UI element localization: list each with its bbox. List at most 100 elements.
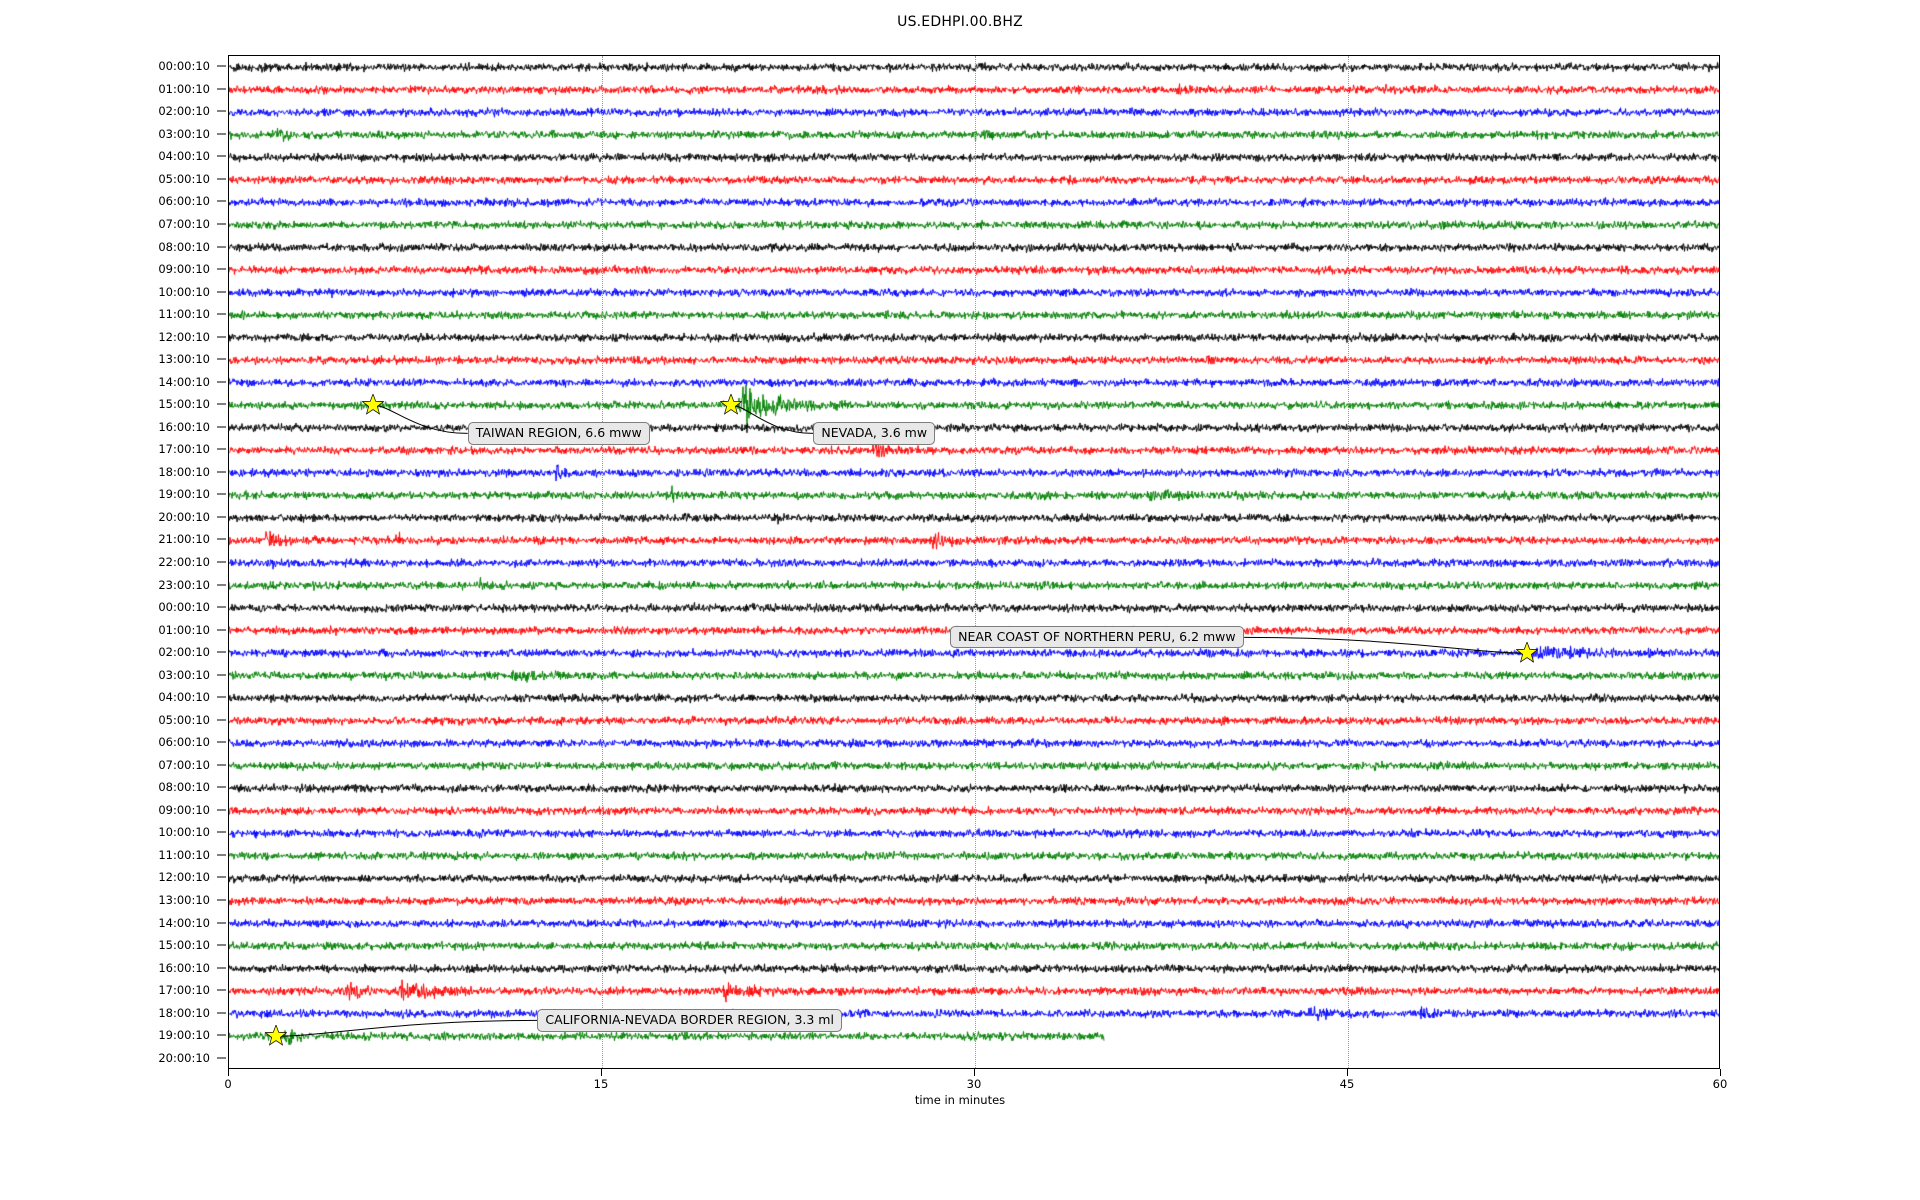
y-axis-tick: [217, 313, 226, 315]
y-axis-tick: [217, 719, 226, 721]
y-axis-tick: [217, 133, 226, 135]
y-axis-tick: [217, 471, 226, 473]
y-axis-tick-label: 01:00:10: [158, 81, 210, 96]
y-axis-tick-label: 20:00:10: [158, 509, 210, 524]
gridline: [975, 56, 976, 1068]
y-axis-tick-label: 02:00:10: [158, 104, 210, 119]
y-axis-tick-label: 15:00:10: [158, 397, 210, 412]
y-axis-tick: [217, 403, 226, 405]
y-axis-tick-label: 21:00:10: [158, 532, 210, 547]
y-axis-tick-label: 01:00:10: [158, 622, 210, 637]
y-axis-tick-label: 09:00:10: [158, 802, 210, 817]
y-axis-tick: [217, 989, 226, 991]
y-axis-tick-label: 06:00:10: [158, 735, 210, 750]
y-axis-tick-label: 20:00:10: [158, 1050, 210, 1065]
event-star-icon: [1515, 641, 1539, 664]
y-axis-tick-label: 13:00:10: [158, 352, 210, 367]
event-star-icon: [361, 393, 385, 416]
y-axis-tick-label: 09:00:10: [158, 262, 210, 277]
y-axis-tick-label: 11:00:10: [158, 307, 210, 322]
y-axis-tick: [217, 358, 226, 360]
y-axis-tick-label: 18:00:10: [158, 464, 210, 479]
y-axis-tick-label: 23:00:10: [158, 577, 210, 592]
y-axis-tick: [217, 538, 226, 540]
y-axis-tick: [217, 854, 226, 856]
y-axis-tick-label: 13:00:10: [158, 893, 210, 907]
y-axis-tick: [217, 651, 226, 653]
y-axis-tick-label: 15:00:10: [158, 938, 210, 953]
y-axis-tick: [217, 516, 226, 518]
y-axis-tick: [217, 291, 226, 293]
y-axis-tick: [217, 246, 226, 248]
event-annotation-label: NEVADA, 3.6 mw: [813, 422, 936, 445]
y-axis-tick-label: 17:00:10: [158, 983, 210, 998]
event-annotation-label: CALIFORNIA-NEVADA BORDER REGION, 3.3 ml: [537, 1009, 842, 1032]
trace-canvas-wrap: [229, 56, 1719, 1068]
y-axis-tick: [217, 1057, 226, 1059]
y-axis-tick: [217, 786, 226, 788]
y-axis-tick-label: 07:00:10: [158, 757, 210, 772]
y-axis-tick-label: 12:00:10: [158, 870, 210, 885]
y-axis-tick: [217, 268, 226, 270]
x-axis-tick-label: 0: [224, 1077, 232, 1091]
y-axis-tick-label: 19:00:10: [158, 1028, 210, 1043]
y-axis-tick: [217, 922, 226, 924]
y-axis-tick-label: 14:00:10: [158, 915, 210, 930]
x-axis-title: time in minutes: [914, 1093, 1006, 1107]
x-axis-tick: [1347, 1069, 1348, 1076]
y-axis-tick: [217, 88, 226, 90]
event-star-icon: [719, 393, 743, 416]
y-axis-tick: [217, 809, 226, 811]
y-axis-tick: [217, 1012, 226, 1014]
y-axis-tick: [217, 606, 226, 608]
y-axis-tick-label: 03:00:10: [158, 667, 210, 682]
y-axis-tick: [217, 899, 226, 901]
y-axis-tick: [217, 110, 226, 112]
y-axis-tick: [217, 561, 226, 563]
page-title: US.EDHPI.00.BHZ: [897, 14, 1023, 30]
y-axis-tick-label: 16:00:10: [158, 419, 210, 434]
x-axis-tick-label: 60: [1712, 1077, 1728, 1091]
y-axis-tick: [217, 1034, 226, 1036]
gridline: [602, 56, 603, 1068]
y-axis-tick: [217, 155, 226, 157]
y-axis-tick: [217, 448, 226, 450]
y-axis-tick-label: 17:00:10: [158, 442, 210, 457]
x-axis-tick-label: 15: [593, 1077, 609, 1091]
y-axis-tick: [217, 696, 226, 698]
y-axis-tick-label: 00:00:10: [158, 59, 210, 74]
y-axis-tick-label: 16:00:10: [158, 960, 210, 975]
x-axis-tick: [974, 1069, 975, 1076]
x-axis-tick-label: 45: [1339, 1077, 1355, 1091]
y-axis-tick: [217, 629, 226, 631]
y-axis-tick: [217, 200, 226, 202]
y-axis-tick: [217, 336, 226, 338]
y-axis-tick: [217, 944, 226, 946]
y-axis-tick-label: 18:00:10: [158, 1005, 210, 1020]
y-axis-tick: [217, 381, 226, 383]
y-axis-tick-label: 00:00:10: [158, 600, 210, 615]
x-axis-tick: [601, 1069, 602, 1076]
y-axis-tick: [217, 741, 226, 743]
x-axis-tick: [1720, 1069, 1721, 1076]
x-axis-labels: 0 15 30 45 60: [224, 1069, 1727, 1109]
gridline: [1348, 56, 1349, 1068]
y-axis-labels: 00:00:10 01:00:10 02:00:10 03:00:10 04:00:10…: [0, 55, 226, 1069]
y-axis-tick: [217, 65, 226, 67]
y-axis-tick-label: 08:00:10: [158, 239, 210, 254]
y-axis-tick-label: 19:00:10: [158, 487, 210, 502]
y-axis-tick-label: 04:00:10: [158, 149, 210, 164]
y-axis-tick-label: 02:00:10: [158, 645, 210, 660]
y-axis-tick: [217, 967, 226, 969]
event-star-icon: [264, 1024, 288, 1047]
y-axis-tick: [217, 831, 226, 833]
y-axis-tick-label: 14:00:10: [158, 374, 210, 389]
y-axis-tick: [217, 426, 226, 428]
plot-area: TAIWAN REGION, 6.6 mww NEVADA, 3.6 mw NEAR…: [228, 55, 1720, 1069]
event-annotation-label: TAIWAN REGION, 6.6 mww: [467, 422, 650, 445]
y-axis-tick-label: 03:00:10: [158, 126, 210, 141]
y-axis-tick-label: 10:00:10: [158, 825, 210, 840]
y-axis-tick-label: 22:00:10: [158, 555, 210, 569]
y-axis-tick-label: 12:00:10: [158, 329, 210, 344]
